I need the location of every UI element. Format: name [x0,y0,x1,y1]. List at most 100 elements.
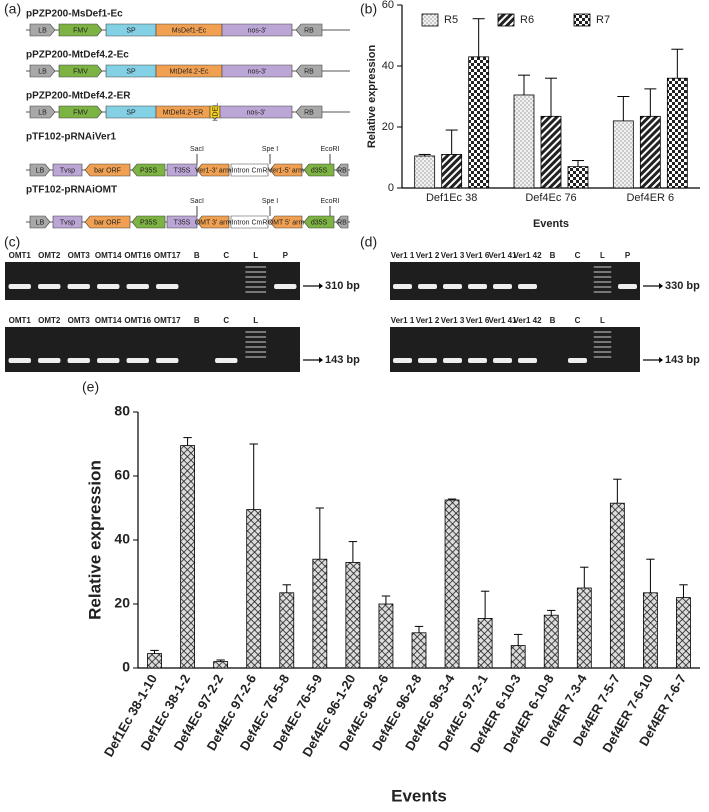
construct-part [295,105,323,119]
band [67,284,90,289]
ladder-band [245,346,267,348]
part-label: nos-3' [248,68,267,75]
bar [639,115,661,189]
construct-part [295,23,323,37]
construct-part [196,163,230,177]
construct-part [196,215,230,229]
ladder-band [593,346,612,348]
legend-label: R6 [520,14,534,26]
gel [390,327,640,372]
band [38,358,61,363]
bar [540,115,562,189]
construct-part [221,64,293,78]
y-axis-label: Relative expression [366,45,378,149]
lane-label: OMT14 [95,316,122,325]
site-label: SacI [190,146,204,153]
y-tick-label: 20 [382,121,394,133]
size-label: 143 bp [665,354,700,366]
construct-part [52,215,83,229]
construct-part [84,163,131,177]
band [393,358,412,363]
lane-label: Ver1 42 [513,251,542,260]
band [126,284,149,289]
lane-label: OMT3 [68,316,91,325]
gel [5,327,300,372]
lane-label: C [223,316,229,325]
band [126,358,149,363]
ladder-band [593,331,612,333]
construct-part [29,163,51,177]
construct-part [166,215,198,229]
part-label: Ver1-5' arm [268,167,304,174]
ladder-band [593,271,612,273]
bar [510,645,526,669]
band [274,284,297,289]
construct-name: pTF102-pRNAiOMT [26,185,117,196]
construct-part [29,64,56,78]
band [493,284,512,289]
x-axis-label: Events [533,218,569,230]
x-tick-label: Def4ER 6 [626,192,674,204]
construct-part [58,105,103,119]
part-label: bar ORF [94,167,121,174]
construct-part [269,163,303,177]
ladder-band [593,266,612,268]
legend-label: R5 [444,14,458,26]
band [38,284,61,289]
part-label: LB [36,219,45,226]
part-label: T35S [174,167,191,174]
part-label: P35S [140,167,157,174]
part-label: LB [38,109,47,116]
y-tick-label: 60 [382,0,394,11]
bar [441,154,463,189]
panel-label: (d) [360,234,377,250]
band [156,358,179,363]
bar [246,509,262,669]
construct-name: pTF102-pRNAiVer1 [26,132,116,143]
construct-part [269,215,303,229]
site-label: EcoRI [320,146,339,153]
ladder-band [245,286,267,288]
part-label: P35S [140,219,157,226]
part-label: LB [38,68,47,75]
lane-label: Ver1 6 [466,251,490,260]
bar [666,77,688,189]
size-label: 310 bp [325,280,360,292]
panel-label: (a) [4,1,21,17]
size-label: 143 bp [325,354,360,366]
y-tick-label: 20 [114,595,130,611]
construct-part [84,215,131,229]
ladder-band [245,291,267,293]
arrow-head [319,357,323,363]
y-tick-label: 60 [114,467,130,483]
construct-part [295,64,323,78]
band [568,358,587,363]
bar [213,661,229,669]
band [493,358,512,363]
lane-label: C [575,251,581,260]
lane-label: Ver1 6 [466,316,490,325]
band [518,358,537,363]
lane-label: OMT3 [68,251,91,260]
lane-label: B [194,316,200,325]
ladder-band [245,356,267,358]
bar [609,502,625,669]
legend-swatch [421,13,439,27]
lane-label: Ver1 42 [513,316,542,325]
part-label: KDEL [212,103,219,121]
part-label: FMV [73,27,88,34]
ladder-band [593,356,612,358]
lane-label: B [550,316,556,325]
site-label: Spe I [262,146,278,153]
band [443,284,462,289]
construct-part [219,105,293,119]
ladder-band [245,271,267,273]
legend-label: R7 [596,14,610,26]
part-label: FMV [73,109,88,116]
bar [345,562,361,669]
construct-part [335,215,349,229]
lane-label: Ver1 41 [488,316,517,325]
part-label: bar ORF [94,219,121,226]
ladder-band [245,276,267,278]
ladder-band [245,351,267,353]
